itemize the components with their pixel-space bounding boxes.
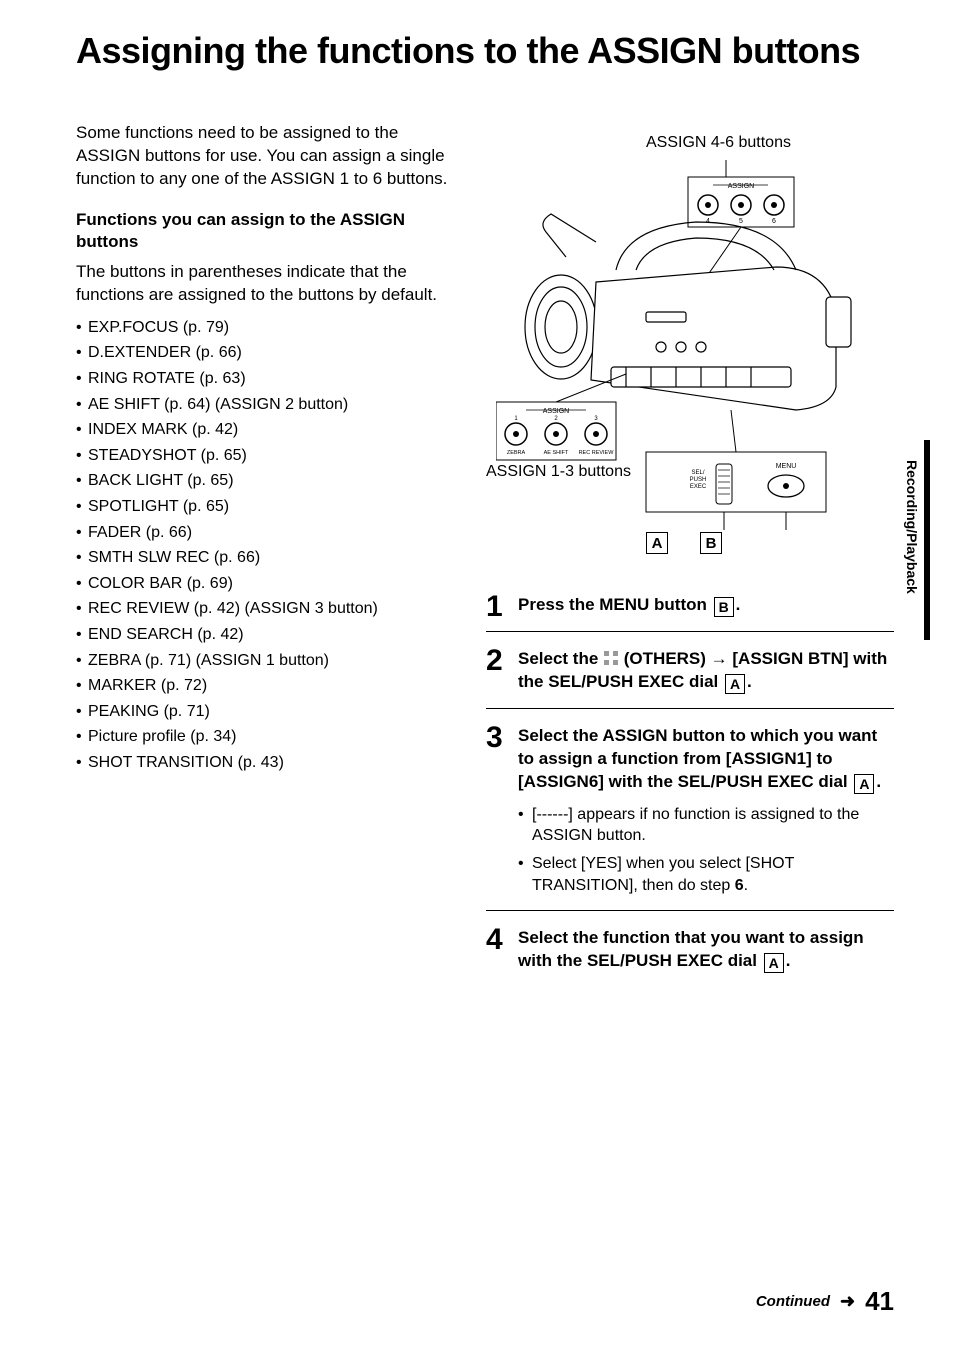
step-3-bullets: [------] appears if no function is assig… [518,804,894,896]
continued-arrow-icon: ➜ [840,1291,855,1312]
diagram-label-top: ASSIGN 4-6 buttons [646,134,791,152]
camera-diagram: ASSIGN 4-6 buttons ASSIGN 4 5 [486,122,894,562]
list-item: PEAKING (p. 71) [76,699,456,725]
diagram-label-bottom: ASSIGN 1-3 buttons [486,462,631,483]
svg-text:PUSH: PUSH [690,477,707,483]
right-column: ASSIGN 4-6 buttons ASSIGN 4 5 [486,122,894,987]
svg-text:EXEC: EXEC [690,484,707,490]
page-footer: Continued ➜ 41 [756,1286,894,1317]
list-item: Select [YES] when you select [SHOT TRANS… [518,853,894,896]
callout-a: A [646,532,668,554]
list-item: REC REVIEW (p. 42) (ASSIGN 3 button) [76,596,456,622]
svg-text:4: 4 [706,218,710,225]
box-a-icon: A [764,953,784,973]
svg-text:ASSIGN: ASSIGN [728,183,754,190]
svg-text:5: 5 [739,218,743,225]
step-number: 1 [486,592,503,622]
list-item: STEADYSHOT (p. 65) [76,443,456,469]
step-text: Press the MENU button [518,595,712,614]
camera-illustration: ASSIGN 4 5 6 [496,152,876,552]
side-tab-label: Recording/Playback [904,460,920,594]
step-1: 1 Press the MENU button B. [486,592,894,617]
list-item: FADER (p. 66) [76,520,456,546]
svg-text:MENU: MENU [776,463,797,470]
functions-body: The buttons in parentheses indicate that… [76,261,456,307]
page-number: 41 [865,1286,894,1317]
functions-heading: Functions you can assign to the ASSIGN b… [76,209,456,253]
step-text: Select the ASSIGN button to which you wa… [518,726,877,791]
list-item: INDEX MARK (p. 42) [76,417,456,443]
list-item: EXP.FOCUS (p. 79) [76,315,456,341]
step-text: (OTHERS) [619,649,711,668]
side-tab: Recording/Playback [904,440,924,640]
svg-text:ZEBRA: ZEBRA [507,450,526,456]
svg-text:6: 6 [772,218,776,225]
list-item: RING ROTATE (p. 63) [76,366,456,392]
step-4: 4 Select the function that you want to a… [486,910,894,973]
list-item: SHOT TRANSITION (p. 43) [76,750,456,776]
step-3: 3 Select the ASSIGN button to which you … [486,708,894,896]
svg-text:SEL/: SEL/ [691,470,704,476]
side-tab-bar [924,440,930,640]
list-item: SPOTLIGHT (p. 65) [76,494,456,520]
list-item: COLOR BAR (p. 69) [76,571,456,597]
content-columns: Some functions need to be assigned to th… [76,122,894,987]
step-text: . [736,595,741,614]
list-item: MARKER (p. 72) [76,673,456,699]
step-text: . [786,951,791,970]
list-item: Picture profile (p. 34) [76,724,456,750]
list-item: END SEARCH (p. 42) [76,622,456,648]
page-title: Assigning the functions to the ASSIGN bu… [76,30,894,72]
diagram-callouts: A B [646,532,722,554]
list-item: [------] appears if no function is assig… [518,804,894,847]
left-column: Some functions need to be assigned to th… [76,122,456,987]
box-a-icon: A [854,774,874,794]
list-item: D.EXTENDER (p. 66) [76,340,456,366]
others-icon [603,650,619,666]
list-item: SMTH SLW REC (p. 66) [76,545,456,571]
list-item: BACK LIGHT (p. 65) [76,468,456,494]
box-b-icon: B [714,597,734,617]
step-text: . [747,672,752,691]
list-item: ZEBRA (p. 71) (ASSIGN 1 button) [76,648,456,674]
step-text: . [876,772,881,791]
svg-text:REC REVIEW: REC REVIEW [579,450,615,456]
svg-text:ASSIGN: ASSIGN [543,408,569,415]
intro-paragraph: Some functions need to be assigned to th… [76,122,456,191]
box-a-icon: A [725,674,745,694]
step-2: 2 Select the (OTHERS) → [ASSIGN BTN] wit… [486,631,894,694]
callout-b: B [700,532,722,554]
step-number: 4 [486,925,503,955]
continued-label: Continued [756,1293,830,1310]
functions-list: EXP.FOCUS (p. 79) D.EXTENDER (p. 66) RIN… [76,315,456,776]
svg-text:AE SHIFT: AE SHIFT [544,450,569,456]
arrow-icon: → [711,649,728,668]
step-text: Select the function that you want to ass… [518,928,864,970]
step-number: 3 [486,723,503,753]
step-number: 2 [486,646,503,676]
step-text: Select the [518,649,603,668]
list-item: AE SHIFT (p. 64) (ASSIGN 2 button) [76,392,456,418]
